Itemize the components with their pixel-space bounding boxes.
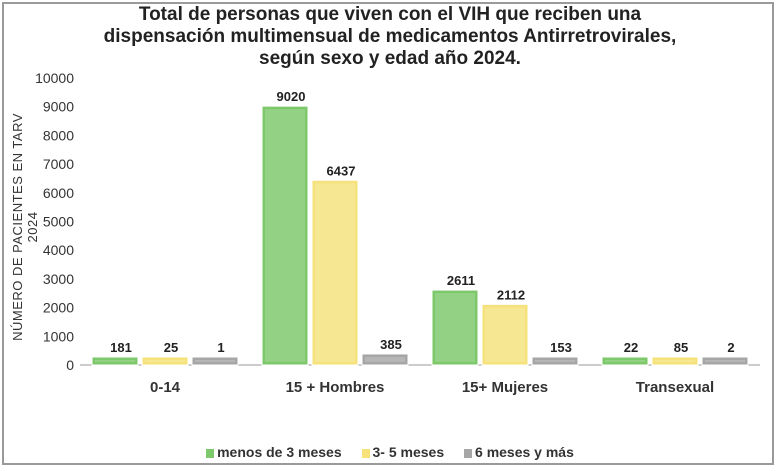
legend: menos de 3 meses 3- 5 meses 6 meses y má…	[0, 444, 780, 460]
title-line: Total de personas que viven con el VIH q…	[138, 4, 642, 25]
y-tick-label: 7000	[43, 156, 74, 172]
legend-label: menos de 3 meses	[217, 444, 342, 460]
y-tick-label: 1000	[43, 328, 74, 344]
bar-highlight	[655, 360, 695, 362]
bar-highlight	[435, 293, 475, 362]
legend-label: 3- 5 meses	[372, 444, 445, 460]
y-tick-label: 6000	[43, 185, 74, 201]
y-tick-label: 3000	[43, 271, 74, 287]
bar	[651, 356, 699, 366]
data-label: 181	[110, 340, 132, 355]
bar	[531, 356, 579, 366]
bar	[191, 356, 239, 366]
bar-highlight	[605, 360, 645, 362]
bar	[141, 356, 189, 366]
y-tick-label: 5000	[43, 214, 74, 230]
title-line: dispensación multimensual de medicamento…	[103, 26, 677, 47]
chart-title: Total de personas que viven con el VIH q…	[60, 4, 720, 70]
bar	[431, 289, 479, 366]
x-tick-label: 15+ Mujeres	[462, 379, 548, 396]
data-label: 6437	[327, 163, 356, 178]
data-label: 2112	[497, 287, 525, 302]
data-label: 2	[727, 340, 734, 355]
bar	[91, 356, 139, 366]
legend-swatch	[464, 449, 473, 458]
bar	[361, 353, 409, 366]
y-tick-label: 8000	[43, 127, 74, 143]
bar-highlight	[145, 360, 185, 362]
bar-highlight	[265, 109, 305, 362]
bar-highlight	[485, 307, 525, 362]
data-label: 2611	[447, 273, 475, 288]
bar-highlight	[195, 360, 235, 362]
chart-frame	[2, 2, 774, 465]
data-label: 85	[674, 340, 688, 355]
x-tick-label: Transexual	[636, 379, 714, 396]
bar	[481, 303, 529, 366]
bar	[601, 356, 649, 366]
x-tick-label: 15 + Hombres	[286, 379, 385, 396]
bar-highlight	[535, 360, 575, 362]
bar	[701, 356, 749, 366]
data-label: 1	[217, 340, 224, 355]
bar-highlight	[365, 356, 405, 362]
y-tick-label: 2000	[43, 300, 74, 316]
data-label: 385	[380, 337, 402, 352]
bar-highlight	[315, 183, 355, 362]
bar	[311, 179, 359, 366]
x-tick-label: 0-14	[150, 379, 181, 396]
bar-highlight	[95, 360, 135, 362]
data-label: 153	[550, 340, 572, 355]
title-line: según sexo y edad año 2024.	[259, 48, 521, 69]
y-tick-label: 10000	[35, 70, 74, 86]
legend-item: 3- 5 meses	[361, 444, 445, 460]
legend-label: 6 meses y más	[475, 444, 574, 460]
legend-item: 6 meses y más	[464, 444, 574, 460]
legend-swatch	[206, 449, 215, 458]
data-label: 25	[164, 340, 178, 355]
legend-item: menos de 3 meses	[206, 444, 342, 460]
y-tick-label: 0	[66, 357, 74, 373]
y-tick-label: 4000	[43, 242, 74, 258]
legend-swatch	[361, 449, 370, 458]
bar	[261, 105, 309, 366]
bar-highlight	[705, 360, 745, 362]
y-tick-label: 9000	[43, 99, 74, 115]
data-label: 22	[624, 340, 638, 355]
data-label: 9020	[277, 89, 306, 104]
